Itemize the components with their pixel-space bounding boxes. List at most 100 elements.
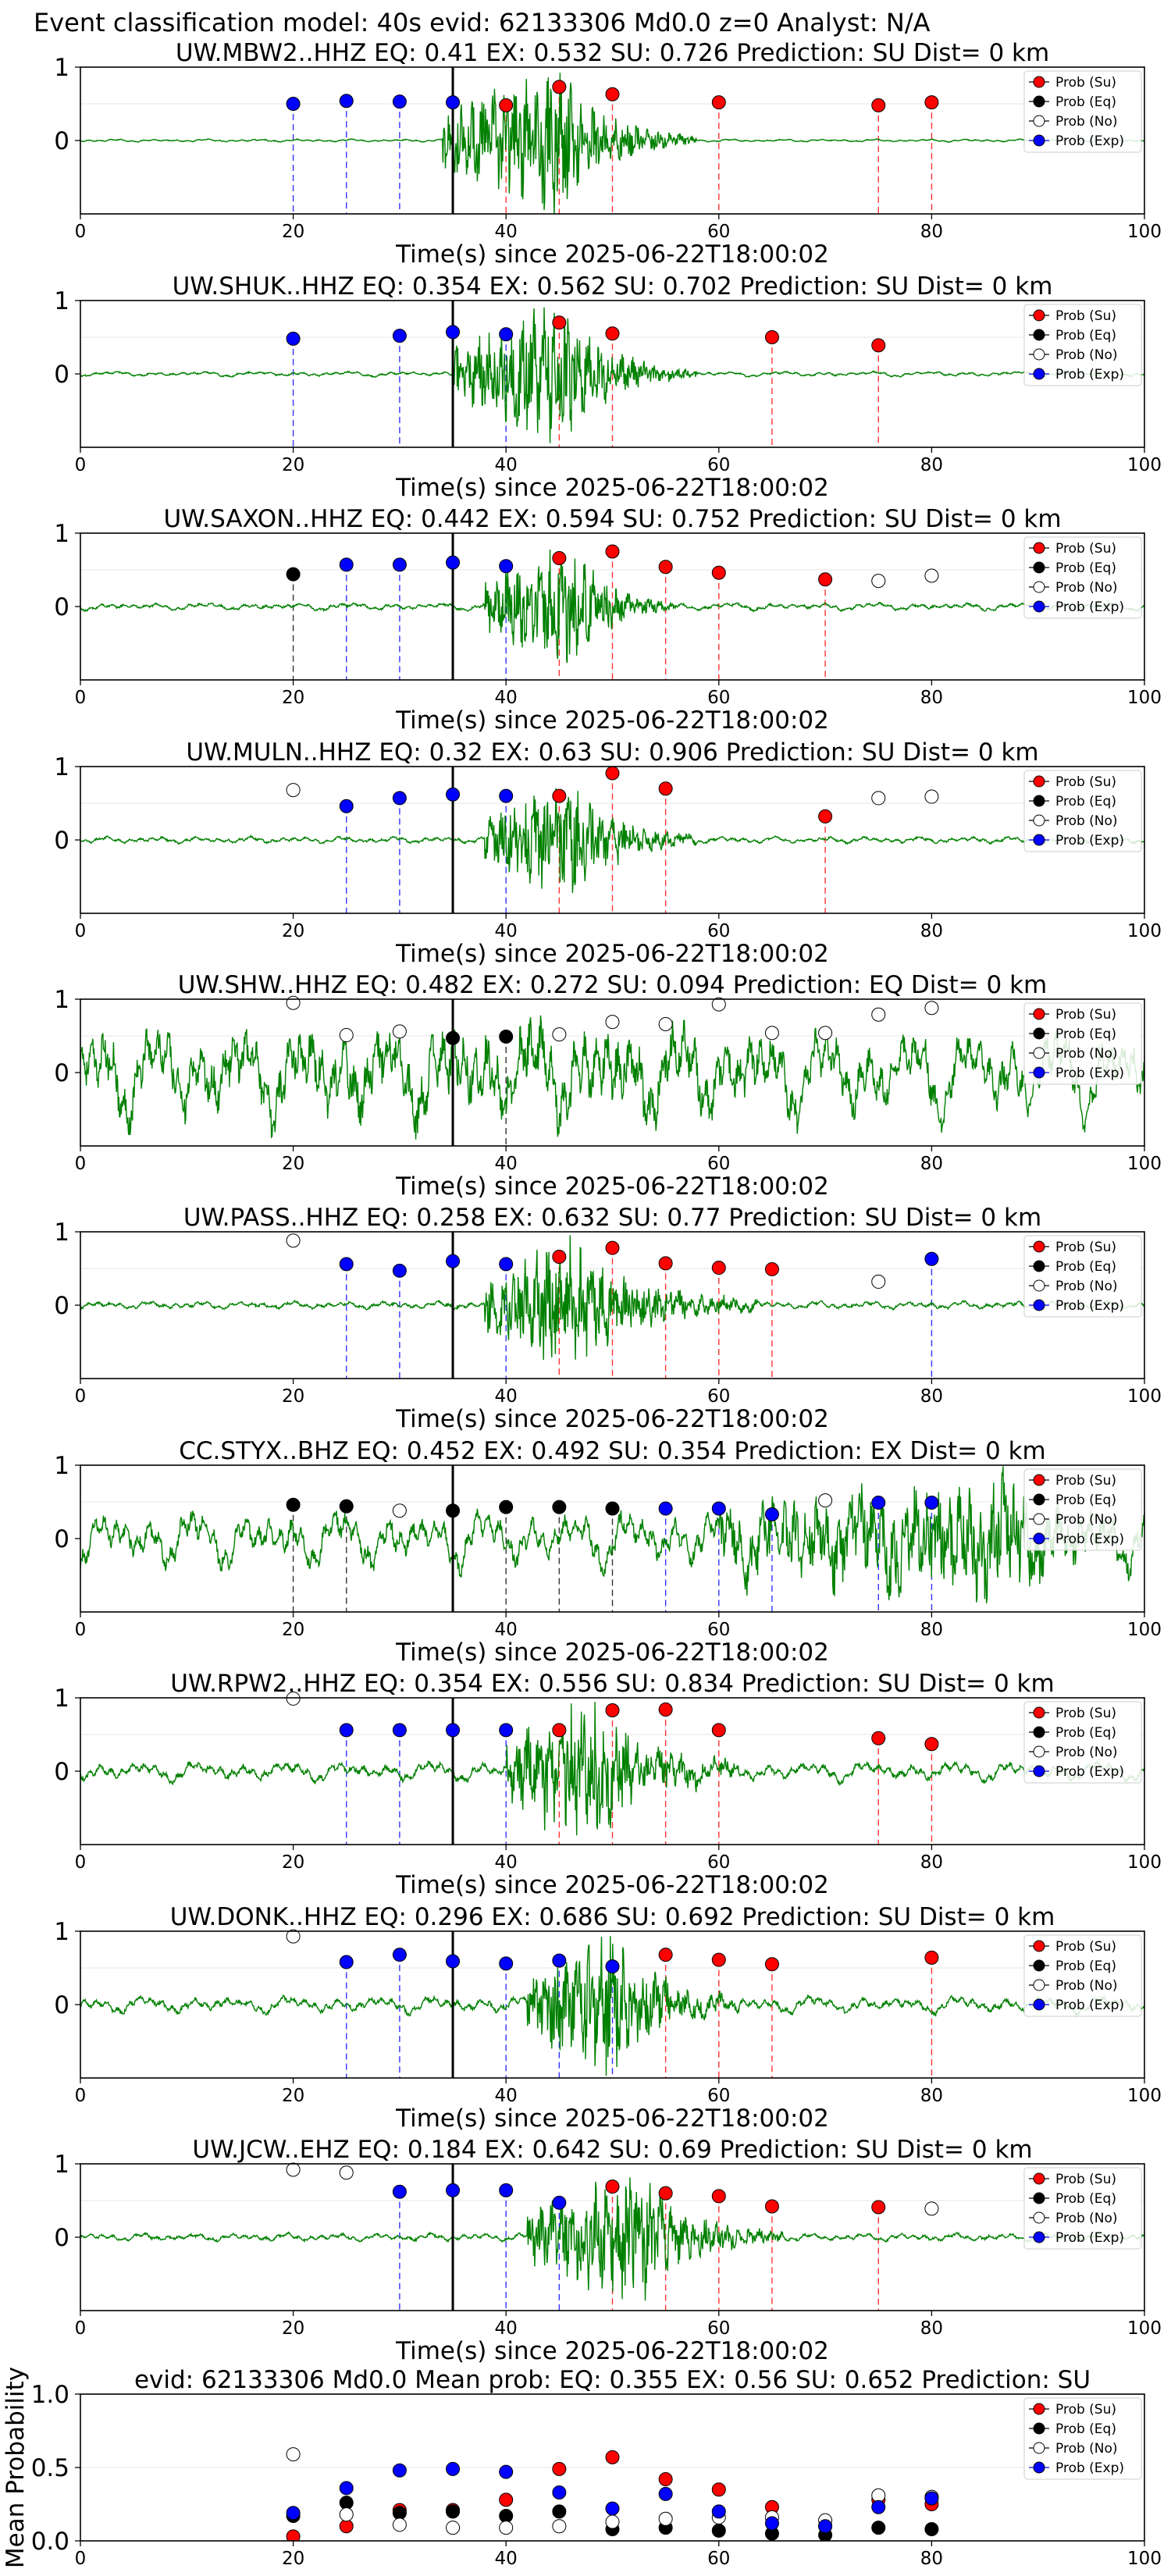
x-tick-label: 100 (1127, 1620, 1162, 1640)
panel-7: CC.STYX..BHZ EQ: 0.452 EX: 0.492 SU: 0.3… (54, 1437, 1162, 1667)
x-tick-label: 20 (282, 1154, 304, 1174)
x-tick-label: 20 (282, 2549, 304, 2569)
x-tick-label: 80 (920, 2549, 943, 2569)
prob-point-no (818, 1026, 833, 1041)
legend: Prob (Su) Prob (Eq) Prob (No) Prob (Exp) (1023, 1235, 1142, 1318)
prob-point-exp (499, 327, 514, 342)
legend-marker-exp (1033, 1299, 1045, 1311)
legend-marker-eq (1033, 2192, 1045, 2204)
x-tick-label: 60 (707, 688, 730, 708)
legend-label: Prob (No) (1055, 114, 1118, 130)
legend-frame (1023, 1934, 1142, 2017)
legend: Prob (Su) Prob (Eq) Prob (No) Prob (Exp) (1023, 1002, 1142, 1085)
mean-point-no (871, 2488, 886, 2503)
legend-frame (1023, 2397, 1142, 2480)
legend-label: Prob (No) (1055, 2211, 1118, 2226)
waveform-trace (80, 549, 1144, 664)
legend-label: Prob (Exp) (1055, 2460, 1124, 2476)
prob-point-su (605, 1703, 620, 1717)
legend-label: Prob (Eq) (1055, 94, 1116, 110)
legend: Prob (Su) Prob (Eq) Prob (No) Prob (Exp) (1023, 770, 1142, 852)
y-tick-label: 0 (54, 1059, 69, 1087)
prob-point-no (871, 791, 886, 806)
prob-point-su (658, 1256, 673, 1271)
mean-point-no (339, 2507, 354, 2522)
prob-point-su (552, 1249, 567, 1264)
legend-label: Prob (Exp) (1055, 2230, 1124, 2246)
prob-point-su (552, 550, 567, 565)
x-tick-label: 80 (920, 2318, 943, 2339)
x-tick-label: 20 (282, 1620, 304, 1640)
legend-marker-no (1033, 2442, 1045, 2454)
x-tick-label: 0 (75, 921, 87, 941)
panel-5: UW.SHW..HHZ EQ: 0.482 EX: 0.272 SU: 0.09… (54, 971, 1162, 1201)
x-tick-label: 60 (707, 2318, 730, 2339)
mean-point-no (658, 2511, 673, 2526)
legend-label: Prob (Eq) (1055, 328, 1116, 343)
x-tick-label: 100 (1127, 2549, 1162, 2569)
legend-marker-su (1033, 1008, 1045, 1020)
waveform-trace (80, 73, 1144, 214)
x-tick-label: 20 (282, 455, 304, 475)
x-tick-label: 0 (75, 688, 87, 708)
panel-8: UW.RPW2..HHZ EQ: 0.354 EX: 0.556 SU: 0.8… (54, 1670, 1162, 1899)
prob-point-exp (499, 788, 514, 803)
prob-point-exp (499, 1257, 514, 1272)
legend-marker-exp (1033, 1765, 1045, 1777)
legend-marker-exp (1033, 834, 1045, 846)
y-tick-label: 0 (54, 361, 69, 389)
panel-10: UW.JCW..EHZ EQ: 0.184 EX: 0.642 SU: 0.69… (54, 2136, 1162, 2365)
prob-point-no (286, 1929, 301, 1944)
mean-point-eq (339, 2496, 354, 2510)
x-tick-label: 80 (920, 1620, 943, 1640)
waveform-trace (80, 1466, 1144, 1603)
legend-frame (1023, 770, 1142, 852)
legend-label: Prob (Eq) (1055, 2191, 1116, 2207)
prob-point-no (339, 2165, 354, 2180)
legend-label: Prob (Exp) (1055, 133, 1124, 149)
prob-point-exp (392, 791, 407, 806)
panel-title: UW.JCW..EHZ EQ: 0.184 EX: 0.642 SU: 0.69… (192, 2136, 1032, 2164)
prob-point-exp (552, 1953, 567, 1968)
prob-point-exp (339, 1723, 354, 1738)
mean-point-no (552, 2519, 567, 2534)
x-tick-label: 100 (1127, 2086, 1162, 2106)
prob-point-su (658, 1703, 673, 1717)
prob-point-exp (339, 557, 354, 572)
legend-label: Prob (Exp) (1055, 600, 1124, 615)
x-tick-label: 0 (75, 2086, 87, 2106)
x-tick-label: 60 (707, 2549, 730, 2569)
prob-point-no (871, 574, 886, 589)
panel-11: evid: 62133306 Md0.0 Mean prob: EQ: 0.35… (2, 2366, 1162, 2569)
prob-point-exp (339, 1955, 354, 1969)
y-tick-label: 0 (54, 1292, 69, 1320)
mean-point-exp (552, 2485, 567, 2500)
prob-point-su (605, 326, 620, 341)
x-tick-label: 60 (707, 2086, 730, 2106)
legend-frame (1023, 1002, 1142, 1085)
panel-2: UW.SHUK..HHZ EQ: 0.354 EX: 0.562 SU: 0.7… (54, 272, 1162, 502)
legend-label: Prob (Exp) (1055, 833, 1124, 849)
x-tick-label: 100 (1127, 1852, 1162, 1873)
mean-point-eq (552, 2504, 567, 2519)
y-tick-label: 1 (54, 1685, 69, 1713)
legend-marker-su (1033, 1474, 1045, 1486)
x-tick-label: 80 (920, 688, 943, 708)
prob-point-no (605, 1015, 620, 1030)
prob-point-su (711, 1952, 726, 1967)
prob-point-eq (499, 1029, 514, 1044)
y-tick-label: 1 (54, 1219, 69, 1247)
legend-marker-exp (1033, 368, 1045, 380)
legend-label: Prob (Eq) (1055, 794, 1116, 809)
legend-frame (1023, 1701, 1142, 1784)
mean-point-eq (499, 2509, 514, 2524)
legend-label: Prob (Eq) (1055, 1725, 1116, 1741)
mean-point-su (711, 2482, 726, 2497)
mean-point-no (605, 2514, 620, 2529)
x-axis-label: Time(s) since 2025-06-22T18:00:02 (395, 2337, 829, 2365)
legend-label: Prob (Exp) (1055, 1998, 1124, 2013)
legend-marker-exp (1033, 2461, 1045, 2474)
x-axis-label: Time(s) since 2025-06-22T18:00:02 (395, 1871, 829, 1899)
mean-point-exp (392, 2463, 407, 2478)
